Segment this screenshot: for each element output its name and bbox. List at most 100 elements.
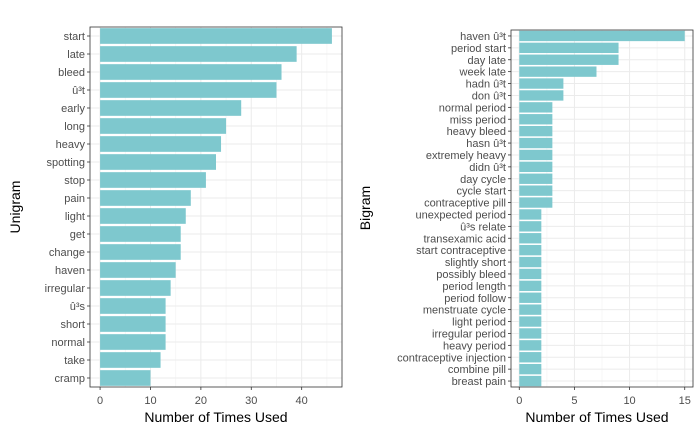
bar-start: [100, 28, 332, 44]
y-tick-label: stop: [64, 175, 85, 187]
bar-breast-pain: [519, 375, 542, 387]
bar-combine-pill: [519, 363, 542, 375]
y-tick-label: light period: [452, 317, 506, 329]
x-tick-label: 10: [623, 395, 635, 407]
bar-cramp: [100, 370, 151, 386]
bar-cycle-start: [519, 185, 553, 196]
bar-t: [100, 82, 277, 98]
bar-haven: [100, 262, 176, 278]
bar-unexpected-period: [519, 209, 542, 220]
x-tick-label: 0: [516, 395, 522, 407]
x-tick-label: 0: [97, 395, 103, 407]
y-tick-label: breast pain: [452, 376, 506, 388]
y-tick-label: irregular: [45, 283, 86, 295]
bar-period-follow: [519, 292, 542, 303]
y-tick-label: menstruate cycle: [423, 305, 506, 317]
bar-spotting: [100, 154, 216, 170]
y-tick-label: late: [67, 49, 85, 61]
y-tick-label: bleed: [58, 67, 85, 79]
y-tick-label: transexamic acid: [423, 233, 506, 245]
panel-border: [510, 29, 694, 388]
y-tick-label: cramp: [54, 373, 85, 385]
y-tick-label: unexpected period: [415, 209, 506, 221]
y-tick-label: irregular period: [432, 328, 506, 340]
bar-light: [100, 208, 186, 224]
y-axis-title: Bigram: [357, 186, 373, 230]
y-tick-label: slightly short: [445, 257, 506, 269]
y-tick-label: early: [61, 103, 85, 115]
bar-extremely-heavy: [519, 149, 553, 161]
y-tick-label: û³s: [70, 301, 86, 313]
y-tick-label: take: [64, 355, 85, 367]
y-axis-title: Unigram: [7, 181, 23, 234]
bar-hadn-t: [519, 78, 564, 89]
bar-get: [100, 226, 181, 242]
bar-irregular-period: [519, 328, 542, 339]
bar-start-contraceptive: [519, 244, 542, 256]
bar-normal-period: [519, 102, 553, 113]
bar-don-t: [519, 90, 564, 101]
y-tick-label: get: [70, 229, 85, 241]
bar-late: [100, 46, 297, 62]
x-axis-title: Number of Times Used: [144, 409, 287, 425]
bar-day-cycle: [519, 173, 553, 184]
y-tick-label: long: [64, 121, 85, 133]
bar-contraceptive-injection: [519, 352, 542, 363]
bar-hasn-t: [519, 137, 553, 149]
y-tick-label: miss period: [450, 114, 506, 126]
y-tick-label: normal: [51, 337, 85, 349]
bar-period-start: [519, 42, 619, 54]
y-tick-label: û³t: [72, 85, 85, 97]
bar-miss-period: [519, 114, 553, 125]
y-tick-label: extremely heavy: [426, 150, 507, 162]
y-tick-label: period start: [451, 43, 506, 55]
bar-day-late: [519, 54, 619, 65]
y-tick-label: start contraceptive: [416, 245, 506, 257]
y-tick-label: heavy bleed: [447, 126, 506, 138]
bar-week-late: [519, 66, 597, 77]
y-tick-label: light: [65, 211, 85, 223]
y-tick-label: hadn û³t: [466, 79, 506, 91]
y-tick-label: short: [61, 319, 85, 331]
bar-possibly-bleed: [519, 268, 542, 280]
y-tick-label: heavy period: [443, 340, 506, 352]
y-tick-label: û³s relate: [460, 221, 506, 233]
y-tick-label: cycle start: [456, 186, 506, 198]
x-tick-label: 20: [195, 395, 207, 407]
x-tick-label: 15: [679, 395, 691, 407]
y-tick-label: combine pill: [448, 364, 506, 376]
bar-heavy-period: [519, 340, 542, 351]
y-tick-label: period follow: [444, 293, 506, 305]
y-tick-label: change: [49, 247, 85, 259]
x-tick-label: 10: [144, 395, 156, 407]
y-tick-label: heavy: [56, 139, 86, 151]
y-tick-label: don û³t: [472, 90, 506, 102]
y-tick-label: period length: [442, 281, 506, 293]
y-tick-label: contraceptive pill: [424, 198, 506, 210]
bar-didn-t: [519, 161, 553, 173]
bar-take: [100, 352, 161, 368]
panel-border: [89, 26, 343, 388]
y-tick-label: didn û³t: [469, 162, 506, 174]
bar-menstruate-cycle: [519, 304, 542, 315]
bar-early: [100, 100, 242, 116]
bar-s: [100, 298, 166, 314]
bar-slightly-short: [519, 256, 542, 268]
bar-period-length: [519, 280, 542, 292]
y-tick-label: start: [64, 31, 85, 43]
x-axis-title: Number of Times Used: [525, 409, 668, 425]
y-tick-label: contraceptive injection: [397, 352, 506, 364]
x-tick-label: 30: [245, 395, 257, 407]
unigram-chart: start late bleed û³t early long heavy spotting s…: [7, 26, 343, 425]
bar-heavy: [100, 136, 222, 152]
bar-heavy-bleed: [519, 125, 553, 137]
bar-change: [100, 244, 181, 260]
y-tick-label: haven û³t: [460, 31, 506, 43]
bar-pain: [100, 190, 191, 206]
y-tick-label: pain: [64, 193, 85, 205]
y-tick-label: day cycle: [460, 174, 506, 186]
y-tick-label: spotting: [46, 157, 85, 169]
bar-irregular: [100, 280, 171, 296]
